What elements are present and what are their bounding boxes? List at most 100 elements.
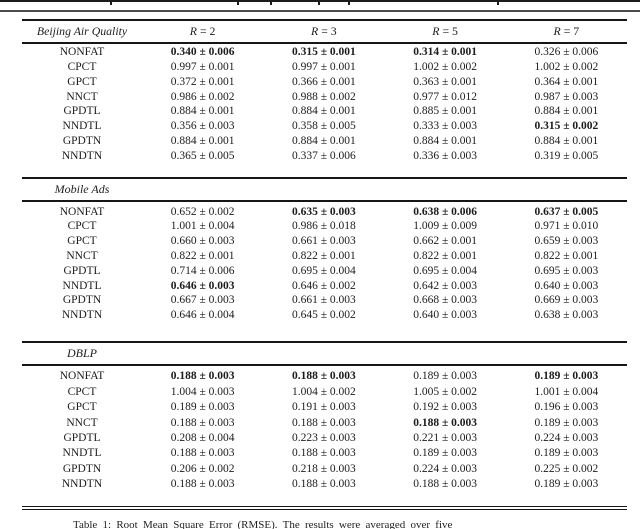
table-bottom-rule xyxy=(22,508,627,511)
rmse-value: 0.977 ± 0.012 xyxy=(413,90,478,103)
rmse-value: 0.188 ± 0.003 xyxy=(291,416,356,429)
rmse-value: 0.885 ± 0.001 xyxy=(413,105,478,118)
cropped-descender-mark xyxy=(318,2,320,6)
rmse-value: 0.988 ± 0.002 xyxy=(291,90,356,103)
rank-value: = 3 xyxy=(321,23,337,38)
rmse-value: 0.221 ± 0.003 xyxy=(413,432,478,445)
rmse-value: 0.372 ± 0.001 xyxy=(170,75,235,88)
cropped-text-remnant xyxy=(0,0,640,3)
rmse-value: 0.661 ± 0.003 xyxy=(291,294,356,307)
rmse-value: 0.225 ± 0.002 xyxy=(534,462,599,475)
table-row: NONFAT 0.188 ± 0.003 0.188 ± 0.003 0.189 ± … xyxy=(22,369,627,384)
section-rule xyxy=(22,364,627,366)
rmse-value: 1.004 ± 0.003 xyxy=(170,385,235,398)
cropped-descender-mark xyxy=(348,2,350,6)
rmse-value: 1.005 ± 0.002 xyxy=(413,385,478,398)
rmse-value: 0.640 ± 0.003 xyxy=(413,309,478,322)
rmse-value: 0.189 ± 0.003 xyxy=(534,478,599,491)
section-rule xyxy=(22,341,627,343)
method-name: CPCT xyxy=(67,385,97,398)
section-rows-dblp: NONFAT 0.188 ± 0.003 0.188 ± 0.003 0.189 ± … xyxy=(22,369,627,492)
method-name: NNDTL xyxy=(62,447,102,460)
rmse-value: 1.009 ± 0.009 xyxy=(413,220,478,233)
rmse-value: 0.987 ± 0.003 xyxy=(534,90,599,103)
rmse-value: 0.189 ± 0.003 xyxy=(413,447,478,460)
method-name: NONFAT xyxy=(59,370,105,383)
rmse-value: 0.662 ± 0.001 xyxy=(413,235,478,248)
section-rule xyxy=(22,200,627,202)
rmse-value: 0.884 ± 0.001 xyxy=(413,134,478,147)
header-bottom-rule xyxy=(22,42,627,45)
rmse-value: 0.356 ± 0.003 xyxy=(170,120,235,133)
table-row: GPDTN 0.884 ± 0.001 0.884 ± 0.001 0.884 ± 0… xyxy=(22,134,627,149)
table-row: GPDTN 0.667 ± 0.003 0.661 ± 0.003 0.668 ± 0… xyxy=(22,293,627,308)
table-row: CPCT 1.004 ± 0.003 1.004 ± 0.002 1.005 ± 0.… xyxy=(22,384,627,399)
rmse-value: 0.192 ± 0.003 xyxy=(413,401,478,414)
method-name: GPDTN xyxy=(62,134,102,147)
rmse-value: 0.822 ± 0.001 xyxy=(170,250,235,263)
table-row: CPCT 1.001 ± 0.004 0.986 ± 0.018 1.009 ± 0.… xyxy=(22,219,627,234)
section-header-row: Mobile Ads xyxy=(22,180,627,201)
rmse-value: 0.667 ± 0.003 xyxy=(170,294,235,307)
method-name: GPDTL xyxy=(63,105,101,118)
rmse-value: 0.695 ± 0.004 xyxy=(413,264,478,277)
rmse-value: 0.365 ± 0.005 xyxy=(170,149,235,162)
rmse-value: 0.642 ± 0.003 xyxy=(413,279,478,292)
rmse-value: 0.363 ± 0.001 xyxy=(413,75,478,88)
rmse-value: 0.188 ± 0.003 xyxy=(291,478,356,491)
table-row: NNDTL 0.356 ± 0.003 0.358 ± 0.005 0.333 ± 0… xyxy=(22,119,627,134)
rmse-value: 0.646 ± 0.003 xyxy=(170,279,235,292)
column-header-r7: R = 7 xyxy=(506,24,627,39)
rmse-value: 0.659 ± 0.003 xyxy=(534,235,599,248)
table-row: GPDTN 0.206 ± 0.002 0.218 ± 0.003 0.224 ± 0… xyxy=(22,461,627,476)
rmse-value: 0.337 ± 0.006 xyxy=(291,149,356,162)
rmse-value: 0.640 ± 0.003 xyxy=(534,279,599,292)
rmse-value: 0.695 ± 0.003 xyxy=(534,264,599,277)
rmse-value: 0.668 ± 0.003 xyxy=(413,294,478,307)
rmse-value: 0.638 ± 0.003 xyxy=(534,309,599,322)
rmse-value: 0.319 ± 0.005 xyxy=(534,149,599,162)
column-header-r3: R = 3 xyxy=(263,24,384,39)
section-label-dblp: DBLP xyxy=(67,346,97,361)
rmse-value: 0.189 ± 0.003 xyxy=(413,370,478,383)
rmse-value: 0.188 ± 0.003 xyxy=(170,416,235,429)
method-name: NNCT xyxy=(66,250,98,263)
rmse-value: 0.645 ± 0.002 xyxy=(291,309,356,322)
table-row: GPDTL 0.208 ± 0.004 0.223 ± 0.003 0.221 ± 0… xyxy=(22,430,627,445)
section-rows-beijing: NONFAT 0.340 ± 0.006 0.315 ± 0.001 0.314 ± … xyxy=(22,45,627,163)
rmse-value: 0.208 ± 0.004 xyxy=(170,432,235,445)
rmse-value: 0.340 ± 0.006 xyxy=(170,46,235,59)
rmse-value: 0.822 ± 0.001 xyxy=(534,250,599,263)
rmse-value: 1.004 ± 0.002 xyxy=(291,385,356,398)
rmse-value: 0.997 ± 0.001 xyxy=(170,60,235,73)
rmse-value: 0.188 ± 0.003 xyxy=(291,447,356,460)
rmse-value: 0.822 ± 0.001 xyxy=(413,250,478,263)
cropped-descender-mark xyxy=(110,2,112,6)
rmse-value: 0.315 ± 0.002 xyxy=(534,120,599,133)
rmse-value: 0.333 ± 0.003 xyxy=(413,120,478,133)
table-header-row: Beijing Air Quality R = 2 R = 3 R = 5 R … xyxy=(22,21,627,43)
rmse-value: 0.188 ± 0.003 xyxy=(413,416,478,429)
method-name: NONFAT xyxy=(59,205,105,218)
rmse-value: 0.884 ± 0.001 xyxy=(170,105,235,118)
rmse-value: 0.669 ± 0.003 xyxy=(534,294,599,307)
rmse-value: 0.188 ± 0.003 xyxy=(170,478,235,491)
table-row: NNDTN 0.365 ± 0.005 0.337 ± 0.006 0.336 ± 0… xyxy=(22,148,627,163)
table-row: NONFAT 0.340 ± 0.006 0.315 ± 0.001 0.314 ± … xyxy=(22,45,627,60)
table-row: NNCT 0.188 ± 0.003 0.188 ± 0.003 0.188 ± 0.… xyxy=(22,415,627,430)
rmse-value: 0.218 ± 0.003 xyxy=(291,462,356,475)
method-name: NONFAT xyxy=(59,46,105,59)
rank-symbol: R xyxy=(311,23,319,38)
table-row: GPCT 0.372 ± 0.001 0.366 ± 0.001 0.363 ± 0.… xyxy=(22,74,627,89)
rmse-value: 0.206 ± 0.002 xyxy=(170,462,235,475)
rmse-value: 0.646 ± 0.002 xyxy=(291,279,356,292)
method-name: GPDTN xyxy=(62,294,102,307)
rmse-value: 0.326 ± 0.006 xyxy=(534,46,599,59)
rmse-value: 1.001 ± 0.004 xyxy=(170,220,235,233)
rmse-value: 1.002 ± 0.002 xyxy=(534,60,599,73)
rmse-value: 0.986 ± 0.018 xyxy=(291,220,356,233)
table-row: GPDTL 0.884 ± 0.001 0.884 ± 0.001 0.885 ± 0… xyxy=(22,104,627,119)
rmse-value: 0.986 ± 0.002 xyxy=(170,90,235,103)
rank-value: = 7 xyxy=(563,23,580,38)
